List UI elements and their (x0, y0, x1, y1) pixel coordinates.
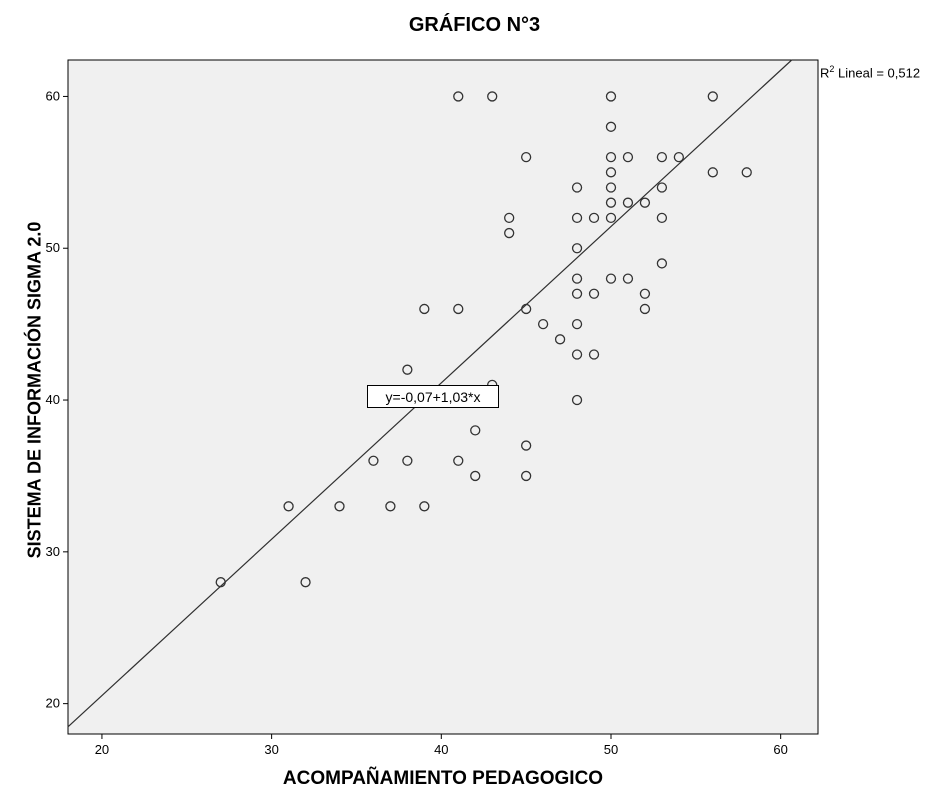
data-point (639, 288, 651, 299)
data-point (741, 167, 752, 178)
data-point (571, 349, 583, 360)
data-point (300, 577, 311, 588)
data-point (571, 273, 583, 284)
data-point (605, 182, 617, 193)
data-point (537, 318, 549, 330)
data-point (656, 182, 668, 193)
x-tick-label: 50 (604, 742, 618, 757)
data-point (571, 288, 583, 299)
data-point (419, 303, 430, 315)
data-point (334, 501, 345, 512)
data-point (571, 212, 583, 224)
data-point (588, 349, 600, 360)
y-tick-label: 30 (46, 544, 60, 559)
chart-title: GRÁFICO N°3 (408, 14, 541, 36)
y-tick-label: 40 (46, 392, 60, 407)
data-point (520, 440, 532, 451)
data-point (656, 212, 668, 224)
data-point (639, 197, 651, 208)
data-point (419, 501, 430, 512)
y-tick-label: 60 (46, 88, 60, 103)
data-point (622, 273, 634, 284)
r-squared-label: R2 Lineal = 0,512 (820, 64, 920, 80)
data-point (605, 167, 617, 178)
x-tick-label: 40 (434, 742, 448, 757)
data-point (605, 91, 617, 102)
data-point (520, 303, 532, 315)
data-point (453, 455, 464, 466)
y-tick-label: 20 (46, 696, 60, 711)
data-point (520, 470, 532, 482)
data-point (605, 152, 617, 163)
data-point (588, 212, 600, 224)
data-point (504, 227, 515, 239)
data-point (571, 318, 583, 330)
x-tick-label: 20 (95, 742, 109, 757)
data-point (402, 455, 413, 466)
y-tick-label: 50 (46, 240, 60, 255)
data-point (605, 212, 617, 224)
data-point (554, 334, 566, 345)
data-point (622, 152, 634, 163)
x-tick-label: 60 (773, 742, 787, 757)
data-point (470, 425, 481, 436)
data-point (571, 394, 583, 406)
data-point (385, 501, 396, 512)
data-point (639, 303, 651, 315)
data-point (368, 455, 379, 466)
data-point (605, 273, 617, 284)
data-point (707, 91, 718, 102)
x-tick-label: 30 (264, 742, 278, 757)
data-point (402, 364, 413, 375)
data-points (215, 91, 752, 588)
data-point (571, 243, 583, 254)
data-point (622, 197, 634, 208)
data-point (707, 167, 718, 178)
data-point (605, 197, 617, 208)
axis-ticks: 20 30 40 50 60 20 30 40 50 60 (46, 88, 788, 757)
data-point (673, 152, 685, 163)
data-point (656, 258, 668, 269)
data-point (520, 152, 532, 163)
r2-superscript: 2 (829, 64, 835, 74)
y-axis-label: SISTEMA DE INFORMACIÓN SIGMA 2.0 (24, 221, 45, 559)
data-point (453, 303, 464, 315)
data-point (656, 152, 668, 163)
data-point (283, 501, 294, 512)
r2-value: Lineal = 0,512 (838, 65, 921, 81)
r2-prefix: R (820, 65, 830, 81)
x-axis-label: ACOMPAÑAMIENTO PEDAGOGICO (282, 768, 604, 789)
regression-equation-box: y=-0,07+1,03*x (367, 385, 499, 408)
data-point (453, 91, 464, 102)
data-point (470, 470, 481, 482)
data-point (215, 577, 226, 588)
data-point (588, 288, 600, 299)
data-point (571, 182, 583, 193)
data-point (605, 121, 617, 132)
data-point (504, 212, 515, 224)
data-point (487, 91, 498, 102)
